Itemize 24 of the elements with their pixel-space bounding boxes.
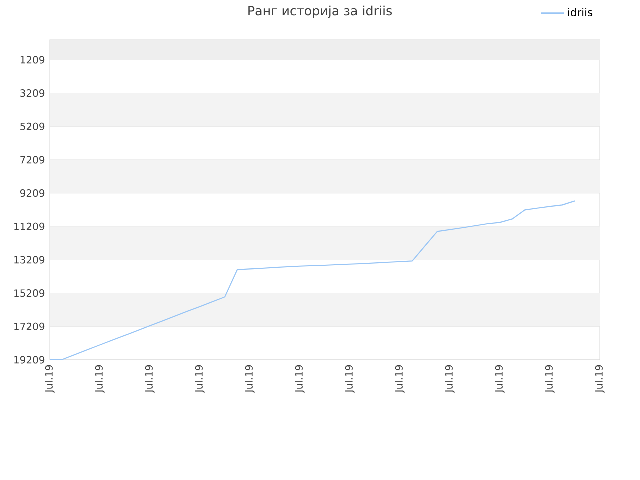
x-tick-label: Jul.19 (95, 365, 105, 394)
x-tick-label: Jul.19 (45, 365, 55, 394)
y-tick-label: 1209 (20, 56, 45, 64)
legend-label: idriis (568, 8, 593, 17)
y-tick-label: 15209 (14, 290, 45, 298)
x-tick-label: Jul.19 (245, 365, 255, 394)
x-tick-label: Jul.19 (445, 365, 455, 394)
x-tick-label: Jul.19 (195, 365, 205, 394)
y-tick-label: 13209 (14, 256, 45, 264)
y-tick-label: 9209 (20, 190, 45, 198)
chart-title: Ранг историја за idriis (248, 6, 392, 18)
y-tick-label: 19209 (14, 356, 45, 364)
x-tick-label: Jul.19 (595, 365, 605, 394)
x-tick-label: Jul.19 (345, 365, 355, 394)
x-tick-label: Jul.19 (295, 365, 305, 394)
y-tick-label: 17209 (14, 322, 45, 330)
x-tick-label: Jul.19 (545, 365, 555, 394)
x-tick-label: Jul.19 (495, 365, 505, 394)
x-tick-label: Jul.19 (145, 365, 155, 394)
x-tick-label: Jul.19 (395, 365, 405, 394)
y-tick-label: 11209 (14, 222, 45, 230)
y-tick-label: 3209 (20, 90, 45, 98)
y-tick-label: 5209 (20, 122, 45, 130)
y-tick-label: 7209 (20, 156, 45, 164)
